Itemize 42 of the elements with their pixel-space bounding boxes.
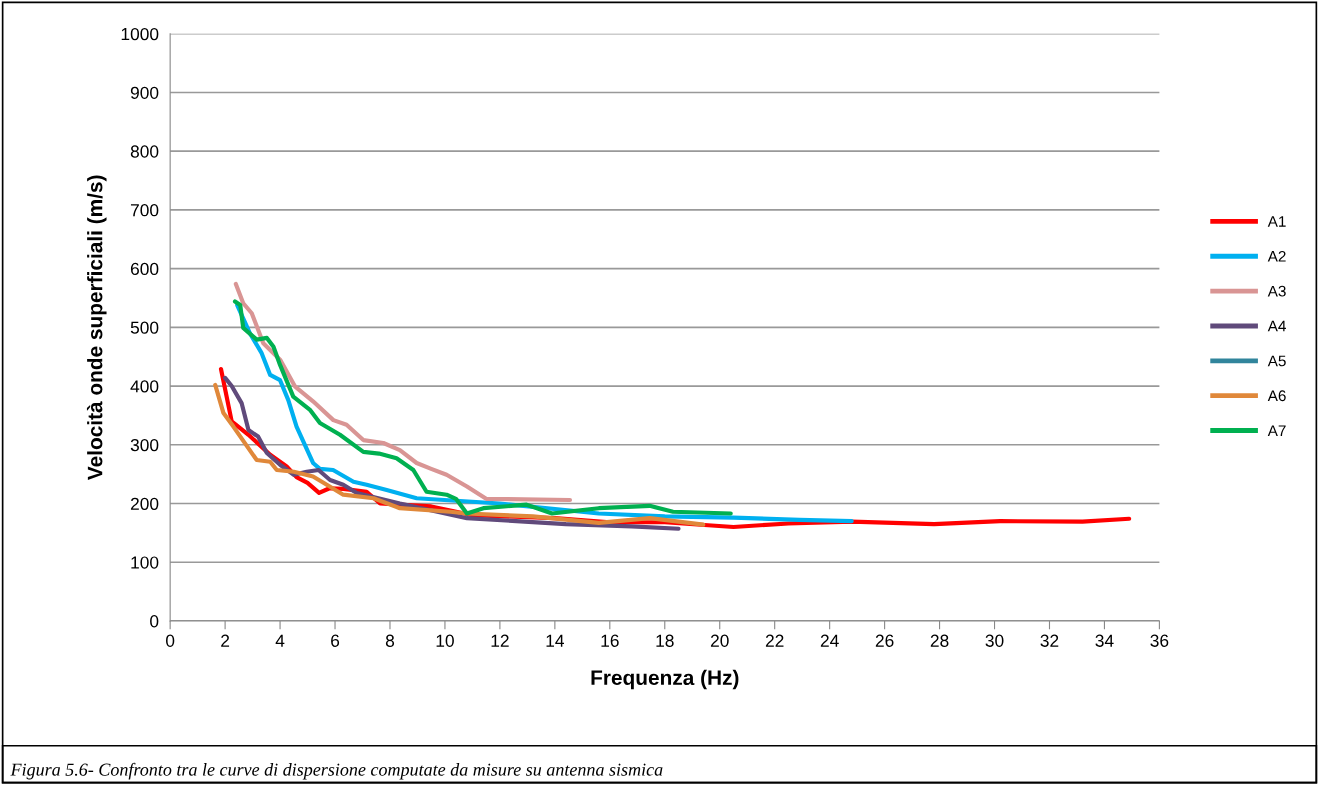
y-tick-label: 0 (150, 615, 159, 628)
legend-label: A7 (1267, 425, 1286, 436)
legend-label: A5 (1267, 355, 1286, 367)
y-tick-label: 300 (130, 438, 159, 452)
x-tick-label: 10 (436, 634, 454, 647)
y-tick-label: 600 (130, 262, 159, 276)
x-tick-label: 34 (1095, 634, 1114, 647)
x-tick-label: 26 (875, 634, 894, 647)
x-tick-label: 32 (1040, 634, 1059, 647)
x-tick-label: 30 (985, 634, 1004, 647)
y-tick-label: 100 (131, 556, 159, 569)
x-tick-label: 0 (166, 634, 175, 647)
legend-label: A6 (1267, 390, 1286, 402)
y-axis-title: Velocità onde superficiali (m/s) (86, 175, 107, 481)
legend-label: A4 (1267, 320, 1286, 332)
x-tick-label: 16 (601, 634, 619, 647)
x-tick-label: 28 (930, 634, 949, 647)
legend-label: A1 (1267, 216, 1286, 227)
x-tick-label: 4 (275, 634, 285, 647)
x-tick-label: 6 (331, 634, 340, 647)
text: Figura 5.6- Confronto tra le curve di dispersione computate da misure su antenna sismica (10, 762, 663, 780)
legend-label: A2 (1267, 250, 1286, 262)
y-tick-label: 500 (130, 321, 159, 334)
x-tick-label: 2 (221, 634, 230, 647)
x-axis-title: Frequenza (Hz) (591, 669, 739, 690)
x-tick-label: 36 (1150, 634, 1169, 647)
legend-label: A3 (1267, 285, 1286, 297)
y-tick-label: 400 (130, 380, 159, 393)
x-tick-label: 12 (491, 634, 509, 647)
x-tick-label: 18 (656, 634, 674, 647)
y-tick-label: 200 (130, 497, 159, 510)
x-tick-label: 8 (385, 634, 395, 647)
x-tick-label: 22 (765, 634, 784, 647)
line-series (233, 281, 573, 503)
x-tick-label: 20 (710, 634, 729, 647)
x-tick-label: 24 (820, 634, 839, 647)
x-tick-label: 14 (546, 634, 565, 647)
y-tick-label: 900 (130, 86, 159, 99)
line-series (232, 299, 733, 516)
y-tick-label: 800 (130, 145, 159, 158)
y-tick-label: 1000 (121, 27, 159, 41)
y-tick-label: 700 (130, 204, 159, 217)
